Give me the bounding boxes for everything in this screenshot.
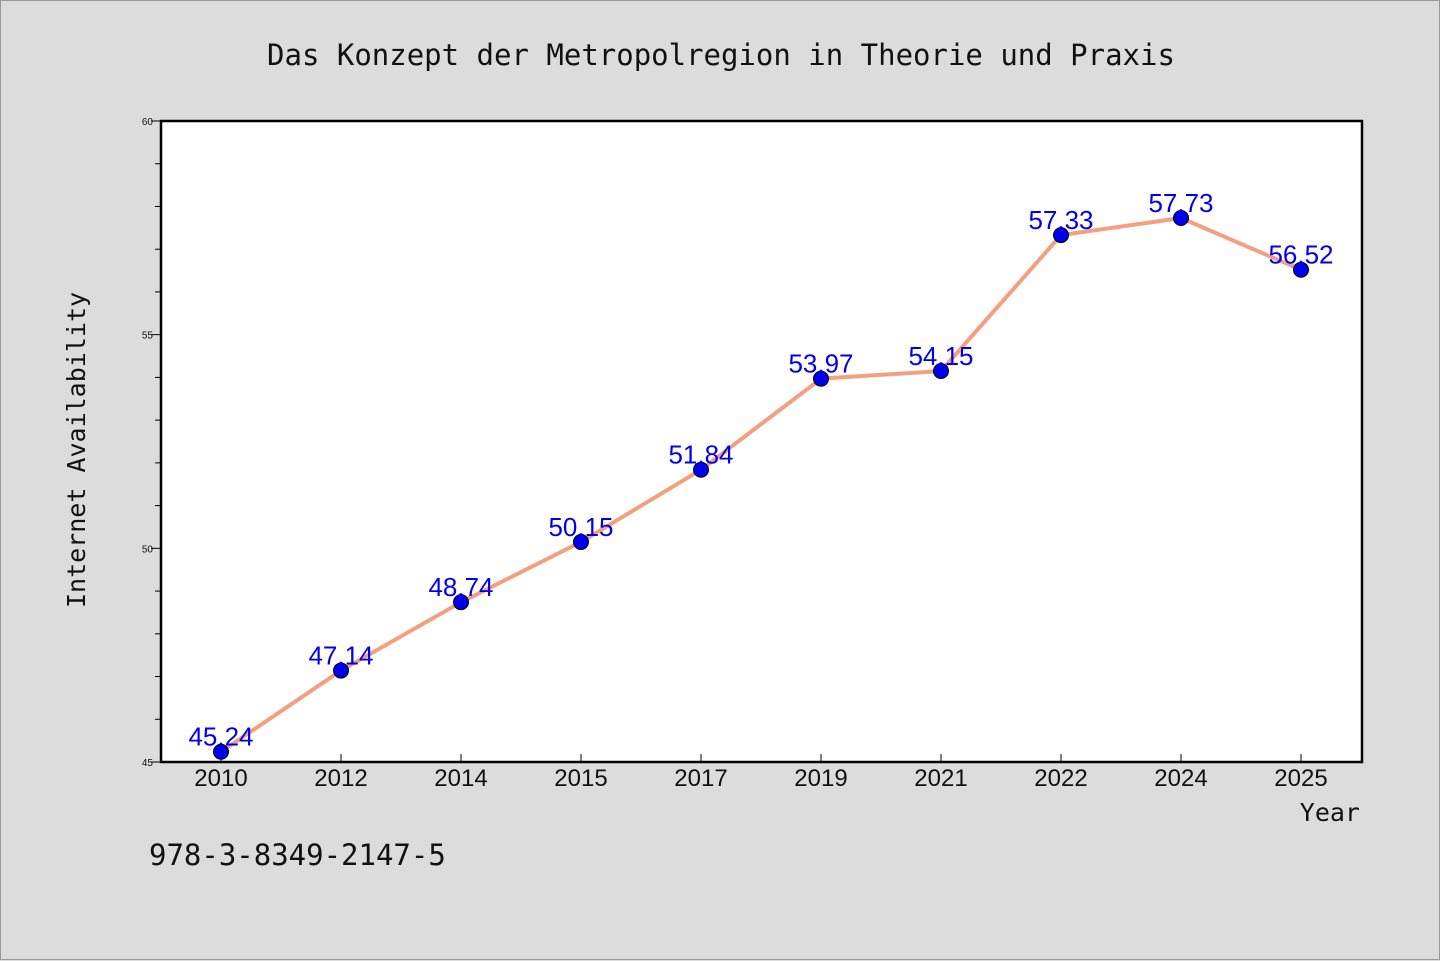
x-tick-label: 2015 [554, 765, 607, 792]
data-label: 50.15 [548, 512, 613, 542]
y-tick-label: 60 [142, 117, 154, 128]
x-tick-label: 2022 [1034, 765, 1087, 792]
data-label: 54.15 [908, 341, 973, 371]
data-point [453, 594, 469, 611]
data-label: 47.14 [308, 641, 373, 671]
x-tick-label: 2014 [434, 765, 487, 792]
x-tick-label: 2025 [1274, 765, 1327, 792]
data-label: 57.73 [1148, 188, 1213, 218]
data-label-group: 45.24 47.14 48.74 50.15 51.84 53.97 54.15 57.33… [188, 188, 1333, 752]
data-point [213, 743, 229, 760]
x-tick-label: 2012 [314, 765, 367, 792]
data-label: 48.74 [428, 572, 493, 602]
data-label: 56.52 [1268, 240, 1333, 270]
chart-title: Das Konzept der Metropolregion in Theori… [267, 38, 1175, 72]
isbn-footer: 978-3-8349-2147-5 [149, 838, 446, 872]
x-tick-label: 2017 [674, 765, 727, 792]
x-tick-label: 2019 [794, 765, 847, 792]
data-point [1053, 227, 1069, 244]
y-axis: 45 50 55 60 [142, 117, 161, 769]
series-line [219, 216, 1303, 754]
data-point [333, 662, 349, 679]
y-axis-label: Internet Availability [62, 292, 91, 608]
marker-group [213, 210, 1309, 760]
x-tick-label: 2010 [194, 765, 247, 792]
data-label: 51.84 [668, 440, 733, 470]
data-label: 45.24 [188, 722, 253, 752]
x-tick-label: 2021 [914, 765, 967, 792]
data-label: 57.33 [1028, 205, 1093, 235]
data-point [813, 370, 829, 387]
data-point [693, 461, 709, 478]
y-tick-label: 50 [142, 544, 154, 555]
x-axis-label: Year [1300, 798, 1360, 827]
y-tick-label: 55 [142, 331, 154, 342]
x-axis: 2010 2012 2014 2015 2017 2019 2021 2022 2024 2025 [194, 754, 1328, 792]
plot-area [159, 119, 1364, 764]
data-point [1293, 261, 1309, 278]
series-line-group [219, 216, 1303, 754]
y-tick-label: 45 [142, 758, 154, 769]
data-point [1173, 210, 1189, 227]
data-point [933, 362, 949, 379]
data-label: 53.97 [788, 349, 853, 379]
x-tick-label: 2024 [1154, 765, 1207, 792]
data-point [573, 533, 589, 550]
